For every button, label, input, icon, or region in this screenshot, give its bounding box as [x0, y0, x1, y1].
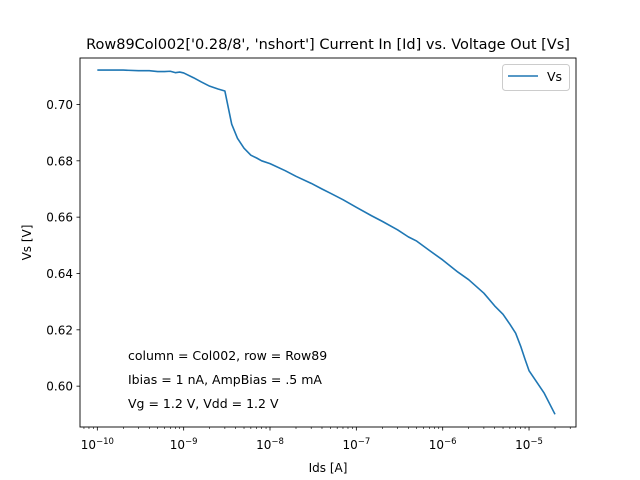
data-point [515, 332, 517, 334]
data-point [179, 71, 181, 73]
data-point [200, 81, 202, 83]
data-point [183, 72, 185, 74]
data-point [224, 90, 226, 92]
x-tick-label: 10−9 [170, 437, 198, 452]
data-point [112, 69, 114, 71]
data-point [524, 358, 526, 360]
data-point [284, 170, 286, 172]
data-point [502, 313, 504, 315]
data-point [269, 163, 271, 165]
annotation-block: column = Col002, row = Row89 Ibias = 1 n… [128, 348, 327, 411]
y-tick-label: 0.68 [46, 154, 73, 168]
data-point [237, 137, 239, 139]
x-tick-label: 10−7 [342, 437, 370, 452]
data-point [209, 85, 211, 87]
data-point [543, 392, 545, 394]
legend-label: Vs [547, 69, 562, 84]
data-point [457, 271, 459, 273]
data-point [397, 229, 399, 231]
y-tick-label: 0.70 [46, 98, 73, 112]
data-point [554, 413, 556, 415]
y-tick-label: 0.62 [46, 323, 73, 337]
data-point [261, 160, 263, 162]
data-point [310, 182, 312, 184]
data-point [371, 215, 373, 217]
plot-frame [79, 57, 577, 428]
data-point [174, 72, 176, 74]
y-tick-label: 0.64 [46, 267, 73, 281]
data-point [243, 147, 245, 149]
data-point [164, 71, 166, 73]
y-axis-ticks: 0.60 0.62 0.64 0.66 0.68 0.70 [46, 98, 80, 394]
x-tick-label: 10−10 [81, 437, 114, 452]
legend: Vs [502, 64, 570, 91]
y-tick-label: 0.60 [46, 380, 73, 394]
chart-title: Row89Col002['0.28/8', 'nshort'] Current … [86, 37, 570, 53]
annotation-line: column = Col002, row = Row89 [128, 348, 327, 363]
x-axis-ticks: 10−10 10−9 10−8 10−7 10−6 10−5 [81, 427, 571, 452]
x-axis-label: Ids [A] [309, 461, 348, 475]
data-point [520, 345, 522, 347]
annotation-line: Vg = 1.2 V, Vdd = 1.2 V [128, 396, 279, 411]
data-point [250, 154, 252, 156]
data-point [416, 240, 418, 242]
data-point [169, 70, 171, 72]
data-point [528, 370, 530, 372]
data-point [157, 71, 159, 73]
legend-box [502, 64, 570, 91]
data-point [468, 279, 470, 281]
data-point [509, 323, 511, 325]
data-point [483, 292, 485, 294]
series-layer [96, 69, 556, 415]
data-point [217, 88, 219, 90]
data-point [193, 77, 195, 79]
data-point [321, 188, 323, 190]
series-line-vs [97, 69, 556, 415]
data-point [122, 69, 124, 71]
data-point [355, 206, 357, 208]
data-point [329, 192, 331, 194]
data-point [342, 199, 344, 201]
data-point [381, 220, 383, 222]
x-tick-label: 10−6 [429, 437, 457, 452]
data-point [256, 157, 258, 159]
y-tick-label: 0.66 [46, 211, 73, 225]
annotation-line: Ibias = 1 nA, AmpBias = .5 mA [128, 372, 322, 387]
data-point [148, 70, 150, 72]
data-point [494, 305, 496, 307]
data-point [295, 175, 297, 177]
x-tick-label: 10−8 [256, 437, 284, 452]
data-point [407, 236, 409, 238]
y-axis-label: Vs [V] [20, 225, 34, 261]
data-point [96, 69, 98, 71]
data-point [428, 249, 430, 251]
data-point [138, 70, 140, 72]
data-point [442, 259, 444, 261]
data-point [231, 123, 233, 125]
x-tick-label: 10−5 [515, 437, 543, 452]
